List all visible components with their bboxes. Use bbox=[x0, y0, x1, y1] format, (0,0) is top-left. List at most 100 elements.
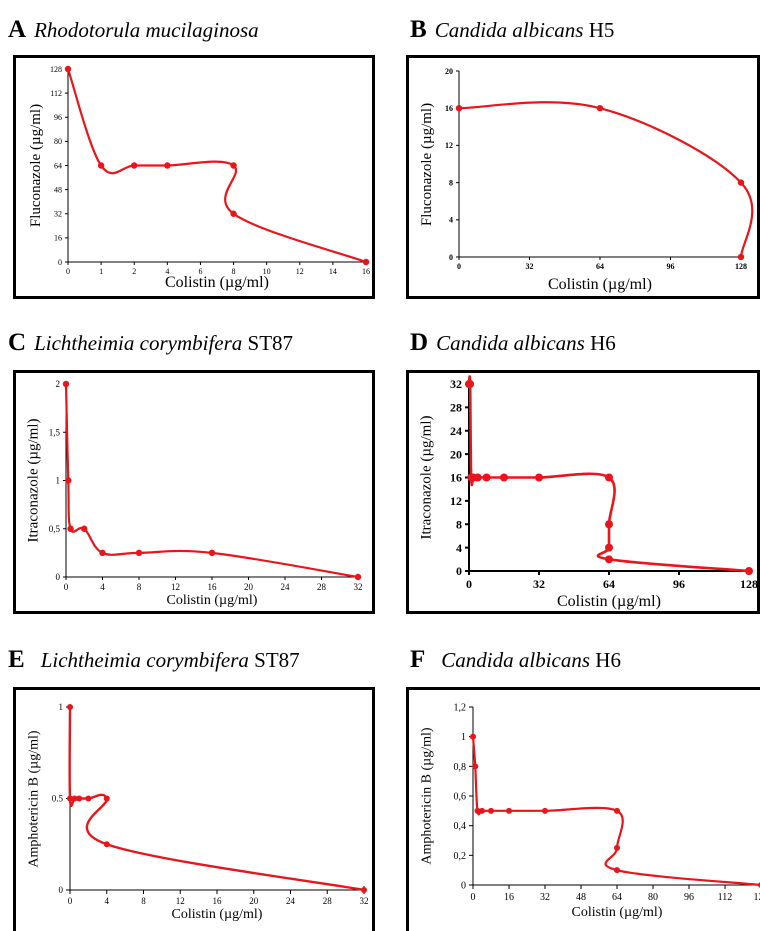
x-tick-label: 128 bbox=[754, 892, 760, 903]
panel-b-heading: B Candida albicans H5 bbox=[410, 17, 614, 43]
y-tick-label: 0,5 bbox=[49, 524, 61, 534]
data-point bbox=[64, 65, 72, 73]
y-tick-label: 8 bbox=[456, 517, 462, 531]
y-tick-label: 1 bbox=[461, 732, 466, 743]
data-point bbox=[605, 473, 613, 482]
data-point bbox=[542, 807, 548, 814]
panel-c-strain: ST87 bbox=[247, 331, 294, 355]
panel-d-heading: D Candida albicans H6 bbox=[410, 330, 616, 356]
x-axis-label: Colistin (µg/ml) bbox=[571, 905, 663, 920]
x-tick-label: 28 bbox=[323, 896, 333, 906]
x-tick-label: 16 bbox=[208, 582, 218, 592]
x-tick-label: 32 bbox=[526, 262, 534, 271]
x-tick-label: 16 bbox=[362, 267, 370, 276]
x-tick-label: 0 bbox=[68, 896, 73, 906]
x-tick-label: 0 bbox=[64, 582, 69, 592]
data-point bbox=[135, 549, 143, 557]
x-tick-label: 96 bbox=[684, 892, 694, 903]
x-tick-label: 1 bbox=[99, 267, 103, 276]
panel-a-heading: A Rhodotorula mucilaginosa bbox=[8, 17, 259, 43]
panel-c-letter: C bbox=[8, 329, 27, 356]
data-point bbox=[482, 473, 491, 482]
data-point bbox=[473, 473, 482, 482]
x-tick-label: 6 bbox=[198, 267, 202, 276]
data-point bbox=[605, 555, 613, 564]
x-tick-label: 8 bbox=[141, 896, 146, 906]
x-tick-label: 8 bbox=[232, 267, 236, 276]
data-point bbox=[164, 162, 171, 169]
panel-d-letter: D bbox=[410, 329, 429, 356]
y-tick-label: 4 bbox=[449, 216, 453, 225]
x-tick-label: 20 bbox=[244, 582, 254, 592]
panel-f-species: Candida albicans bbox=[441, 648, 591, 672]
x-tick-label: 64 bbox=[596, 262, 604, 271]
chart-b-frame: 0 4 8 12 16 20 0 32 64 96 128 Fluconazole (µg/ml) Co… bbox=[406, 55, 760, 299]
y-tick-label: 1 bbox=[56, 476, 61, 486]
panel-e-species: Lichtheimia corymbifera bbox=[40, 648, 249, 672]
y-tick-label: 12 bbox=[450, 494, 462, 508]
data-point bbox=[596, 105, 604, 112]
x-tick-label: 4 bbox=[100, 582, 105, 592]
panel-d-strain: H6 bbox=[590, 331, 616, 355]
x-tick-label: 128 bbox=[740, 577, 758, 591]
y-tick-label: 0,8 bbox=[454, 762, 467, 773]
panel-f-strain: H6 bbox=[595, 648, 621, 672]
x-tick-label: 64 bbox=[603, 577, 615, 591]
y-tick-label: 1,2 bbox=[454, 703, 467, 714]
data-point bbox=[737, 253, 745, 261]
chart-f-frame: 0 0,2 0,4 0,6 0,8 1 1,2 0 16 32 48 64 80 96 112 128 Amph… bbox=[406, 687, 760, 931]
data-point bbox=[614, 807, 620, 814]
panel-e-letter: E bbox=[8, 646, 25, 673]
panel-a-species: Rhodotorula mucilaginosa bbox=[34, 18, 259, 42]
panel-b-strain: H5 bbox=[588, 18, 615, 42]
x-axis-label: Colistin (µg/ml) bbox=[557, 593, 661, 610]
data-point bbox=[103, 841, 110, 848]
y-tick-label: 0 bbox=[449, 253, 453, 262]
x-tick-label: 32 bbox=[360, 896, 369, 906]
y-tick-label: 1,5 bbox=[49, 427, 61, 437]
y-tick-label: 20 bbox=[450, 447, 462, 461]
x-tick-label: 4 bbox=[165, 267, 169, 276]
x-tick-label: 16 bbox=[213, 896, 223, 906]
panel-c-species: Lichtheimia corymbifera bbox=[34, 331, 243, 355]
panel-a-letter: A bbox=[8, 16, 27, 43]
y-tick-label: 2 bbox=[56, 379, 61, 389]
series-line bbox=[471, 735, 760, 887]
y-tick-label: 48 bbox=[54, 185, 62, 194]
x-tick-label: 32 bbox=[533, 577, 545, 591]
panel-b-species: Candida albicans bbox=[434, 18, 584, 42]
y-tick-label: 112 bbox=[50, 89, 62, 98]
data-point bbox=[67, 704, 73, 710]
x-tick-label: 0 bbox=[471, 892, 476, 903]
panel-e-heading: E Lichtheimia corymbifera ST87 bbox=[8, 647, 300, 673]
x-tick-label: 0 bbox=[466, 577, 472, 591]
data-point bbox=[81, 525, 88, 532]
x-tick-label: 32 bbox=[540, 892, 550, 903]
y-tick-label: 20 bbox=[445, 67, 453, 76]
panel-d-species: Candida albicans bbox=[436, 331, 585, 355]
data-point bbox=[67, 795, 73, 802]
y-axis-label: Fluconazole (µg/ml) bbox=[418, 102, 435, 226]
x-tick-label: 28 bbox=[317, 582, 327, 592]
data-point bbox=[208, 549, 216, 557]
panel-c-heading: C Lichtheimia corymbifera ST87 bbox=[8, 330, 293, 356]
y-tick-label: 32 bbox=[54, 210, 62, 219]
data-point bbox=[605, 543, 613, 552]
x-tick-label: 112 bbox=[718, 892, 733, 903]
chart-e-svg: 0 0.5 1 0 4 8 12 16 20 24 28 32 bbox=[52, 702, 369, 906]
x-tick-label: 128 bbox=[735, 262, 747, 271]
y-tick-label: 0 bbox=[58, 258, 62, 267]
y-tick-label: 0,6 bbox=[454, 792, 467, 803]
y-tick-label: 8 bbox=[449, 178, 453, 187]
x-tick-label: 16 bbox=[504, 892, 514, 903]
x-tick-label: 10 bbox=[263, 267, 271, 276]
chart-d-svg: 0 4 8 12 16 20 24 28 32 0 32 64 96 128 bbox=[450, 375, 758, 591]
y-tick-label: 16 bbox=[450, 471, 462, 485]
x-tick-label: 2 bbox=[132, 267, 136, 276]
chart-c-frame: 0 0,5 1 1,5 2 0 4 8 12 16 20 24 28 32 Itraconazole (µg… bbox=[13, 370, 375, 614]
y-axis-label: Amphotericin B (µg/ml) bbox=[26, 729, 42, 868]
y-axis-label: Amphotericin B (µg/ml) bbox=[419, 727, 435, 865]
x-tick-label: 12 bbox=[171, 582, 180, 592]
series-line bbox=[457, 101, 754, 259]
y-tick-label: 0,4 bbox=[454, 821, 467, 832]
